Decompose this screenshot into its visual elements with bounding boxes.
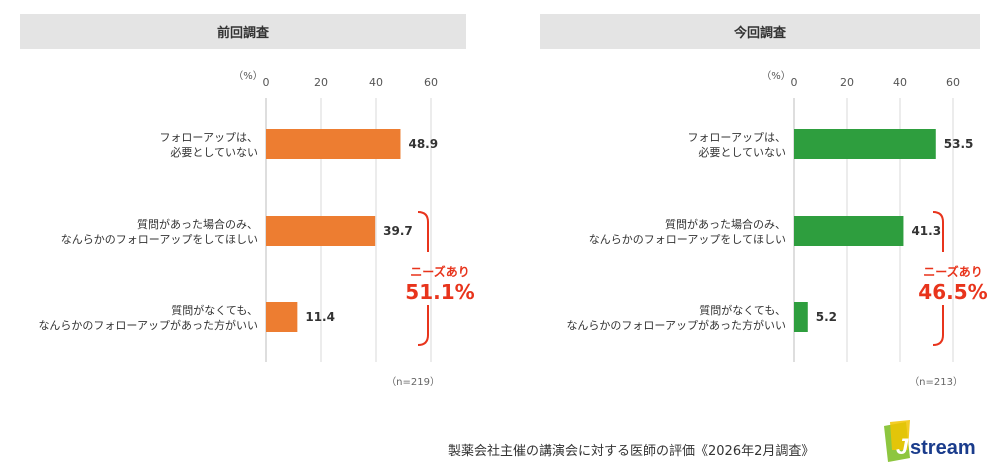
header-current-survey: 今回調査 xyxy=(540,14,980,49)
x-tick-label: 0 xyxy=(263,76,270,89)
needs-bracket xyxy=(417,211,429,346)
x-tick-label: 60 xyxy=(946,76,960,89)
needs-label: ニーズあり xyxy=(923,264,982,279)
category-label: 必要としていない xyxy=(698,146,786,159)
unit-label: （%） xyxy=(761,70,791,82)
x-tick-label: 40 xyxy=(893,76,907,89)
category-label: なんらかのフォローアップがあった方がいい xyxy=(38,318,258,332)
jstream-logo: J stream xyxy=(884,420,976,462)
category-label: 質問があった場合のみ、 xyxy=(137,217,258,231)
bar xyxy=(794,302,808,332)
category-label: 質問があった場合のみ、 xyxy=(665,217,786,231)
category-label: 必要としていない xyxy=(170,146,258,159)
sample-size-label: （n=219） xyxy=(386,376,440,388)
category-label: 質問がなくても、 xyxy=(699,303,786,317)
needs-value: 51.1% xyxy=(405,280,474,304)
bar-value-label: 5.2 xyxy=(816,310,837,324)
bar xyxy=(266,129,401,159)
bar-value-label: 11.4 xyxy=(305,310,335,324)
needs-bracket xyxy=(932,211,944,346)
bar xyxy=(794,216,904,246)
category-label: なんらかのフォローアップをしてほしい xyxy=(589,233,786,246)
footnote: 製薬会社主催の講演会に対する医師の評価《2026年2月調査》 xyxy=(448,444,815,459)
x-tick-label: 0 xyxy=(791,76,798,89)
category-label: なんらかのフォローアップをしてほしい xyxy=(61,233,258,246)
svg-text:J: J xyxy=(896,434,909,459)
svg-text:stream: stream xyxy=(910,437,976,459)
needs-label: ニーズあり xyxy=(410,264,469,279)
category-label: なんらかのフォローアップがあった方がいい xyxy=(566,318,786,332)
x-tick-label: 20 xyxy=(314,76,328,89)
bar-value-label: 48.9 xyxy=(408,137,438,151)
unit-label: （%） xyxy=(233,70,263,82)
header-previous-survey-label: 前回調査 xyxy=(216,26,269,41)
category-label: フォローアップは、 xyxy=(159,131,258,144)
bar-value-label: 39.7 xyxy=(383,224,413,238)
header-previous-survey: 前回調査 xyxy=(20,14,466,49)
bar-value-label: 41.3 xyxy=(911,224,941,238)
chart-previous-survey: （%） 0 20 40 60 48.9 フォローアップは、必要としていない 39.7 質問があっ… xyxy=(38,70,474,388)
x-tick-label: 60 xyxy=(424,76,438,89)
category-label: 質問がなくても、 xyxy=(171,303,258,317)
x-tick-label: 40 xyxy=(369,76,383,89)
bar-value-label: 53.5 xyxy=(944,137,974,151)
bar xyxy=(794,129,936,159)
needs-value: 46.5% xyxy=(918,280,987,304)
header-current-survey-label: 今回調査 xyxy=(733,26,786,41)
chart-current-survey: （%） 0 20 40 60 53.5 フォローアップは、必要としていない 41.3 質問があっ… xyxy=(566,70,987,388)
x-tick-label: 20 xyxy=(840,76,854,89)
category-label: フォローアップは、 xyxy=(687,131,786,144)
bar xyxy=(266,302,298,332)
sample-size-label: （n=213） xyxy=(909,376,963,388)
bar xyxy=(266,216,376,246)
